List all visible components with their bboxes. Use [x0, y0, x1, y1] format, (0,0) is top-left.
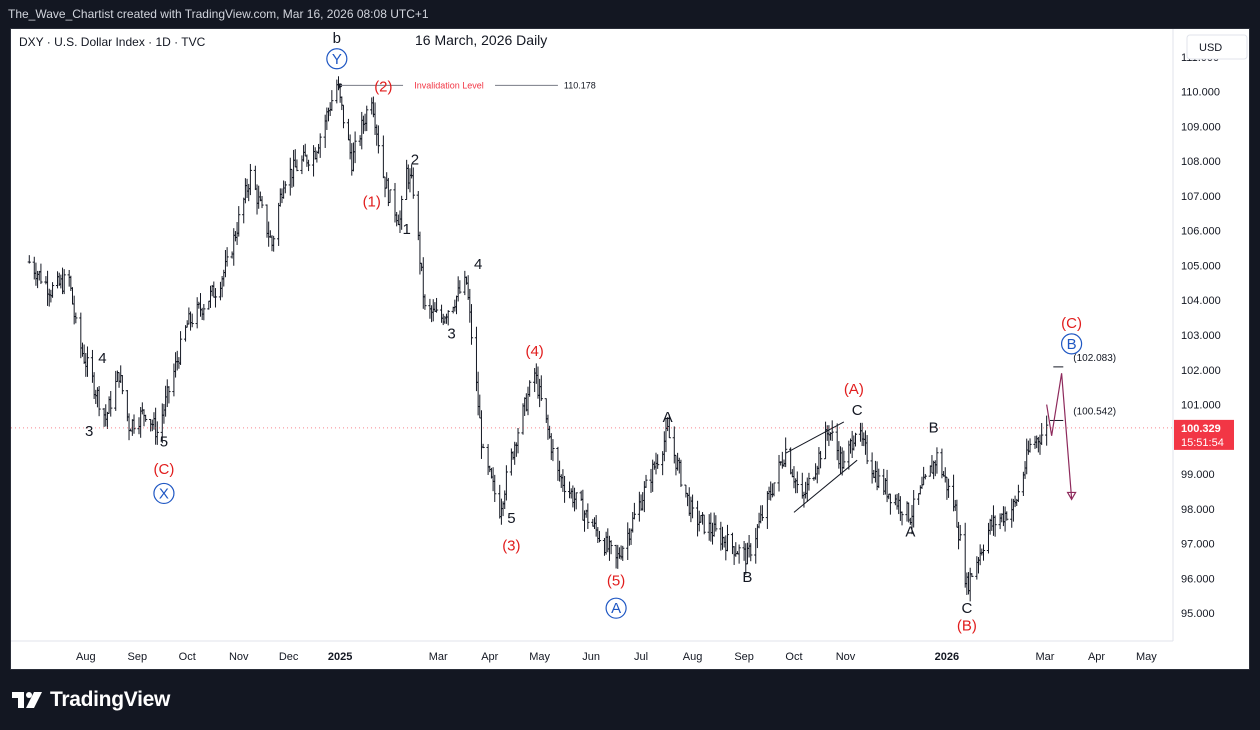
wave-label: b [333, 30, 341, 47]
price-tick-label: 97.000 [1181, 539, 1215, 551]
wedge-channel [785, 421, 858, 513]
time-tick-label: Nov [836, 651, 856, 663]
price-axis: 95.00096.00097.00098.00099.000100.000101… [1174, 52, 1234, 620]
wave-label: A [611, 600, 621, 617]
wave-labels: bY(2)(1)2143(4)5(3)(5)AAB(A)CABC(B)(C)B4… [85, 30, 1083, 635]
wave-label: 3 [447, 325, 455, 342]
price-chart[interactable]: Invalidation Level 110.178 (102.083) (100.5… [11, 29, 1251, 671]
time-tick-label: 2025 [328, 651, 352, 663]
time-tick-label: May [1136, 651, 1157, 663]
time-tick-label: Apr [481, 651, 498, 663]
time-tick-label: Jun [582, 651, 600, 663]
wave-label: B [929, 419, 939, 436]
wave-label: (C) [1061, 315, 1082, 332]
target-level-label: (100.542) [1073, 406, 1116, 417]
tradingview-logo-icon [12, 692, 42, 708]
price-tick-label: 104.000 [1181, 295, 1221, 307]
wave-label: (C) [154, 461, 175, 478]
price-tick-label: 101.000 [1181, 400, 1221, 412]
time-tick-label: Sep [128, 651, 148, 663]
time-tick-label: Apr [1088, 651, 1105, 663]
price-tick-label: 105.000 [1181, 260, 1221, 272]
price-tick-label: 98.000 [1181, 504, 1215, 516]
wave-label: 4 [98, 350, 106, 367]
projection-arrowhead [1066, 491, 1077, 501]
wave-label: (B) [957, 618, 977, 635]
time-tick-label: Nov [229, 651, 249, 663]
wave-label: (5) [607, 572, 625, 589]
time-tick-label: Aug [76, 651, 96, 663]
target-level-label: (102.083) [1073, 353, 1116, 364]
wave-label: 5 [507, 510, 515, 527]
wave-label: B [1067, 336, 1077, 353]
time-tick-label: May [529, 651, 550, 663]
price-bars [27, 76, 1049, 602]
price-tick-label: 103.000 [1181, 330, 1221, 342]
wave-label: 2 [411, 152, 419, 169]
invalidation-label-bg [403, 78, 496, 93]
wave-label: A [663, 409, 673, 426]
attribution-text: The_Wave_Chartist created with TradingVi… [8, 7, 429, 21]
wave-label: 1 [402, 221, 410, 238]
annotations: Invalidation Level 110.178 (102.083) (100.5… [11, 78, 1173, 501]
chart-title: 16 March, 2026 Daily [415, 32, 547, 48]
grid [11, 29, 1174, 642]
wave-label: (3) [502, 538, 520, 555]
chart-frame[interactable]: Invalidation Level 110.178 (102.083) (100.5… [10, 28, 1250, 670]
time-tick-label: 2026 [935, 651, 959, 663]
invalidation-level-value: 110.178 [564, 80, 596, 90]
time-tick-label: Dec [279, 651, 299, 663]
wave-label: 4 [474, 256, 482, 273]
wave-label: X [159, 485, 169, 502]
bar-countdown: 15:51:54 [1181, 437, 1224, 449]
channel-line[interactable] [793, 459, 858, 513]
price-tick-label: 96.000 [1181, 573, 1215, 585]
price-tick-label: 99.000 [1181, 469, 1215, 481]
wave-label: C [961, 600, 972, 617]
projection-path[interactable] [1046, 373, 1073, 499]
time-tick-label: Mar [1036, 651, 1055, 663]
wave-label: (A) [844, 381, 864, 398]
wave-label: (2) [374, 79, 392, 96]
wave-label: A [905, 524, 915, 541]
wave-label: 3 [85, 423, 93, 440]
wave-label: C [852, 402, 863, 419]
last-price-tag[interactable] [1174, 419, 1234, 450]
price-tick-label: 102.000 [1181, 365, 1221, 377]
time-tick-label: Oct [179, 651, 196, 663]
invalidation-level-label: Invalidation Level [414, 80, 484, 90]
wave-label-circle [326, 48, 348, 70]
price-tick-label: 110.000 [1181, 87, 1220, 99]
attribution-bar: The_Wave_Chartist created with TradingVi… [0, 0, 1260, 28]
time-tick-label: Aug [683, 651, 703, 663]
price-tick-label: 109.000 [1181, 121, 1221, 133]
tradingview-logo-text: TradingView [50, 688, 171, 711]
currency-button[interactable] [1186, 34, 1248, 60]
channel-line[interactable] [785, 421, 845, 454]
price-tick-label: 108.000 [1181, 156, 1221, 168]
time-tick-label: Sep [734, 651, 754, 663]
wave-label-circle [605, 597, 627, 619]
tradingview-logo[interactable]: TradingView [12, 688, 170, 712]
last-price-value: 100.329 [1181, 423, 1221, 435]
currency-label: USD [1199, 42, 1222, 54]
time-tick-label: Oct [785, 651, 802, 663]
wave-label: (4) [525, 343, 543, 360]
price-tick-label: 106.000 [1181, 226, 1221, 238]
wave-label-circle [153, 482, 175, 505]
time-tick-label: Jul [634, 651, 648, 663]
wave-label: 5 [160, 433, 168, 450]
wave-label-circle [1060, 333, 1083, 355]
time-tick-label: Mar [429, 651, 448, 663]
time-axis: Aug Sep Oct Nov Dec 2025 Mar Apr May Jun Jul Aug Sep… [76, 651, 1157, 663]
symbol-legend: DXY · U.S. Dollar Index · 1D · TVC [19, 35, 206, 49]
wave-label: B [742, 569, 752, 586]
footer: TradingView [0, 670, 1260, 730]
price-tick-label: 107.000 [1181, 191, 1221, 203]
wave-label: (1) [363, 193, 381, 210]
wave-label: Y [332, 51, 342, 68]
price-tick-label: 95.000 [1181, 608, 1215, 620]
